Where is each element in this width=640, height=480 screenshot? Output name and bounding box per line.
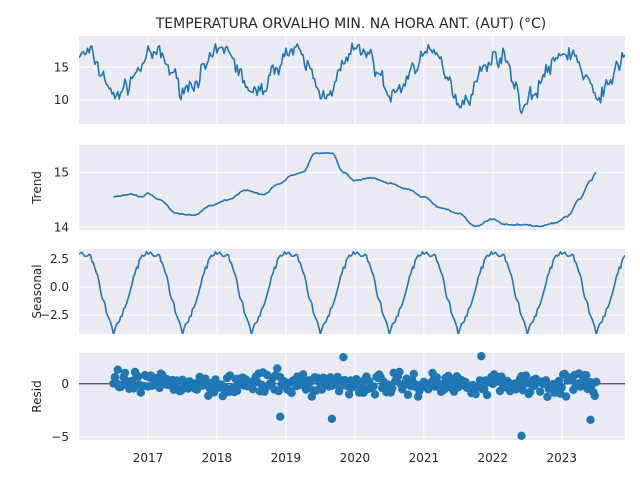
y-tick-label: 0.0 [50, 280, 69, 294]
resid-point [120, 368, 130, 378]
resid-point [526, 387, 535, 397]
resid-point [133, 372, 143, 382]
resid-point [557, 383, 566, 392]
x-tick-label-2019: 2019 [271, 451, 302, 465]
resid-point [307, 392, 316, 401]
y-tick-label: −2.5 [40, 308, 69, 322]
resid-point [403, 390, 413, 399]
resid-point [554, 376, 564, 386]
trend-line [113, 152, 597, 228]
y-axis-title-seasonal: Seasonal [30, 264, 44, 318]
x-tick-label-2017: 2017 [133, 451, 164, 465]
resid-point [276, 412, 285, 421]
resid-point [482, 390, 492, 400]
panel-observed: 10 15 [54, 36, 625, 124]
resid-point [561, 392, 571, 401]
panel-background [79, 145, 625, 230]
resid-point [274, 386, 283, 396]
resid-point [477, 352, 486, 361]
resid-point [287, 388, 296, 398]
resid-point [113, 365, 123, 374]
chart-title: TEMPERATURA ORVALHO MIN. NA HORA ANT. (A… [155, 16, 547, 32]
panel-background [79, 36, 625, 124]
panel-trend: 14 15 Trend [30, 145, 625, 234]
panel-resid: 0 −5 Resid [30, 352, 625, 444]
resid-point [541, 376, 551, 385]
resid-point [497, 372, 506, 381]
x-tick-label-2022: 2022 [478, 451, 509, 465]
y-tick-label: 2.5 [50, 252, 69, 266]
resid-point [136, 388, 145, 397]
resid-point [339, 353, 348, 362]
resid-point [344, 390, 354, 399]
observed-line [79, 42, 625, 115]
resid-point [536, 387, 545, 396]
resid-point [326, 373, 335, 382]
resid-point [586, 415, 595, 424]
resid-point [517, 431, 526, 440]
y-tick-label: 10 [54, 93, 69, 107]
resid-point [590, 391, 599, 401]
seasonal-line [79, 251, 625, 334]
resid-point [273, 364, 282, 373]
x-tick-label-2020: 2020 [340, 451, 371, 465]
resid-point [327, 414, 337, 423]
x-tick-label-2018: 2018 [202, 451, 233, 465]
x-tick-label-2023: 2023 [547, 451, 578, 465]
resid-point [395, 367, 404, 377]
resid-point [582, 371, 591, 380]
resid-point [370, 390, 380, 399]
resid-point [369, 382, 378, 391]
y-axis-title-trend: Trend [30, 171, 44, 205]
resid-point [592, 377, 601, 387]
y-tick-label: 14 [54, 220, 69, 234]
resid-point [409, 369, 418, 379]
resid-point [471, 390, 480, 399]
y-tick-label: 0 [61, 377, 69, 391]
resid-point [543, 392, 552, 401]
resid-point [211, 375, 220, 384]
x-tick-labels: 2017 2018 2019 2020 2021 2022 2023 [133, 451, 577, 465]
y-tick-label: −5 [51, 430, 69, 444]
y-tick-label: 15 [54, 165, 69, 179]
y-axis-title-resid: Resid [30, 380, 44, 412]
resid-point [388, 384, 397, 393]
resid-point [521, 371, 531, 380]
resid-point [248, 384, 258, 394]
x-tick-label-2021: 2021 [409, 451, 440, 465]
resid-point [298, 370, 308, 379]
y-tick-label: 15 [54, 60, 69, 74]
